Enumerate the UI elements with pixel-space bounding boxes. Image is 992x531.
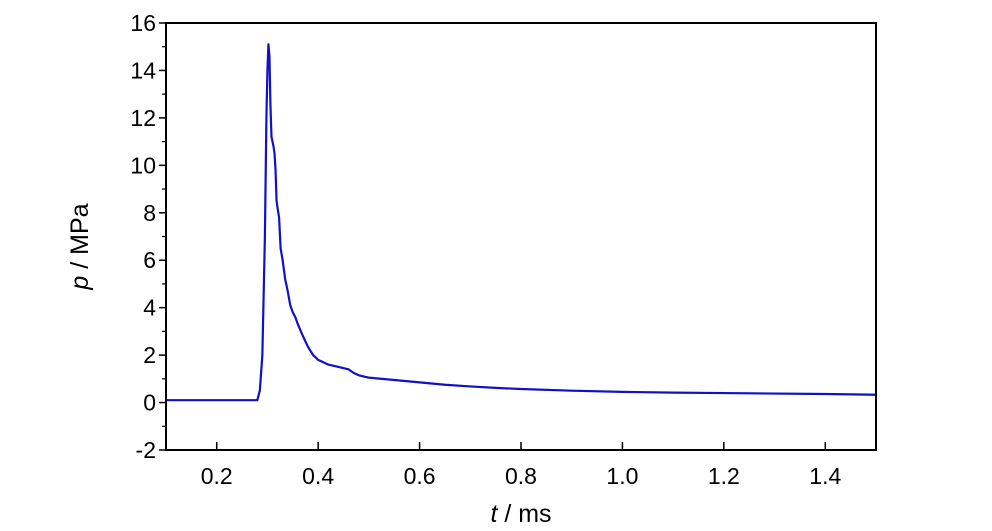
y-tick-label: 8 <box>143 200 156 226</box>
y-tick-label: 2 <box>143 342 156 368</box>
plot-frame <box>165 22 877 451</box>
y-tick-label: 0 <box>143 390 156 416</box>
x-tick-label: 0.8 <box>505 463 537 489</box>
y-tick-label: 10 <box>130 152 156 178</box>
x-tick-label: 1.0 <box>606 463 638 489</box>
y-tick-label: -2 <box>136 437 156 463</box>
y-tick-label: 14 <box>130 57 156 83</box>
y-axis-variable: p <box>66 276 94 291</box>
y-tick-label: 4 <box>143 295 156 321</box>
y-tick-labels: -2 0 2 4 6 8 10 12 14 16 <box>130 10 156 463</box>
y-tick-label: 6 <box>143 247 156 273</box>
minor-ticks <box>162 46 826 450</box>
x-tick-labels: 0.2 0.4 0.6 0.8 1.0 1.2 1.4 <box>201 463 842 489</box>
x-axis-title: t / ms <box>490 500 551 528</box>
y-axis-title: p / MPa <box>66 203 94 290</box>
x-axis-unit: / ms <box>497 500 551 528</box>
x-tick-label: 1.2 <box>708 463 740 489</box>
y-axis-unit: / MPa <box>66 203 94 275</box>
pressure-series-line <box>166 43 877 402</box>
x-tick-label: 0.4 <box>302 463 334 489</box>
y-tick-label: 16 <box>130 10 156 36</box>
x-tick-label: 0.6 <box>404 463 436 489</box>
x-tick-label: 0.2 <box>201 463 233 489</box>
y-tick-label: 12 <box>130 105 156 131</box>
x-axis-variable: t <box>490 500 498 528</box>
x-tick-label: 1.4 <box>809 463 841 489</box>
major-ticks <box>159 22 827 451</box>
